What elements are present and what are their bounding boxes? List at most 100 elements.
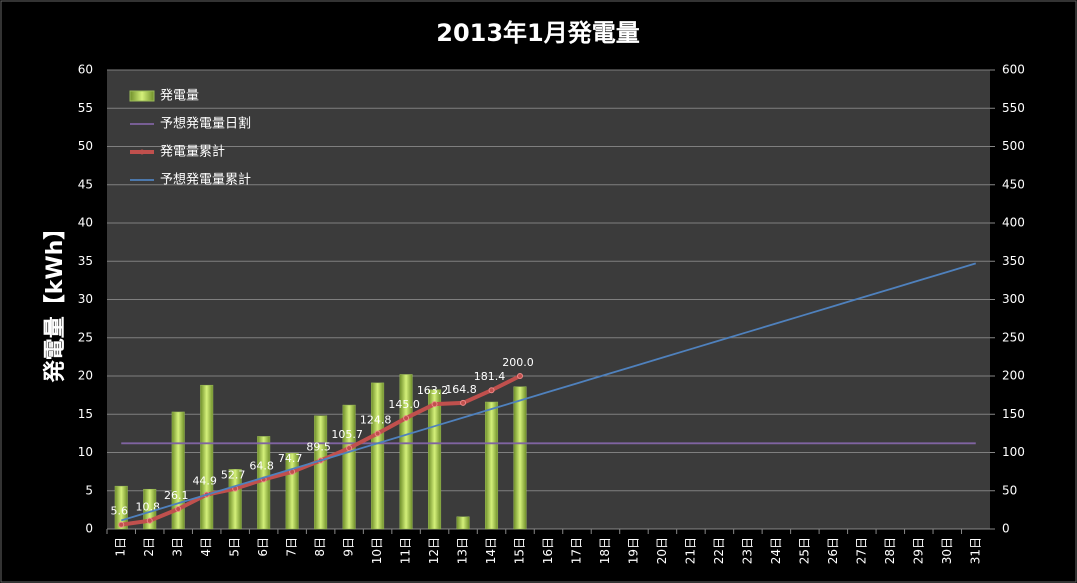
marker: [488, 387, 495, 394]
y2-tick-label: 200: [1002, 369, 1025, 383]
x-tick-label: 10日: [370, 537, 384, 564]
marker: [346, 445, 353, 452]
x-tick-label: 23日: [740, 537, 754, 564]
legend-label: 予想発電量累計: [160, 172, 251, 188]
y2-tick-label: 50: [1002, 483, 1017, 497]
y2-tick-label: 0: [1002, 522, 1010, 536]
marker: [403, 415, 410, 422]
y-tick-label: 10: [78, 445, 93, 459]
x-tick-label: 5日: [228, 537, 242, 557]
y-tick-label: 0: [85, 522, 93, 536]
y-tick-label: 15: [78, 407, 93, 421]
x-tick-label: 22日: [712, 537, 726, 564]
marker: [431, 401, 438, 408]
y-tick-label: 35: [78, 254, 93, 268]
y2-tick-label: 450: [1002, 177, 1025, 191]
x-tick-label: 9日: [342, 537, 356, 557]
x-tick-label: 12日: [427, 537, 441, 564]
marker: [460, 399, 467, 406]
x-tick-label: 17日: [569, 537, 583, 564]
y2-tick-label: 150: [1002, 407, 1025, 421]
y-tick-label: 30: [78, 292, 93, 306]
y-tick-label: 20: [78, 369, 93, 383]
x-tick-label: 18日: [598, 537, 612, 564]
bar: [428, 389, 442, 530]
legend-swatch: [129, 90, 155, 102]
x-tick-label: 19日: [626, 537, 640, 564]
x-tick-label: 28日: [883, 537, 897, 564]
marker: [517, 373, 524, 379]
data-label: 64.8: [249, 459, 274, 472]
x-tick-label: 11日: [399, 537, 413, 564]
legend-label: 発電量累計: [160, 144, 225, 160]
marker: [374, 430, 381, 437]
x-tick-label: 15日: [513, 537, 527, 564]
bar: [228, 469, 242, 530]
y-axis-label: 発電量【kWh】: [43, 218, 68, 384]
data-label: 124.8: [360, 414, 392, 427]
marker: [175, 506, 182, 513]
x-tick-label: 13日: [456, 537, 470, 564]
data-label: 200.0: [502, 356, 534, 369]
y-tick-label: 40: [78, 216, 93, 230]
data-label: 74.7: [278, 452, 303, 465]
y2-tick-label: 100: [1002, 445, 1025, 459]
bar: [171, 411, 185, 530]
x-tick-label: 24日: [769, 537, 783, 564]
data-label: 181.4: [474, 370, 506, 383]
bar: [200, 384, 214, 530]
x-tick-label: 21日: [683, 537, 697, 564]
x-tick-label: 3日: [171, 537, 185, 557]
legend-label: 発電量: [160, 89, 199, 104]
bar: [399, 374, 413, 530]
legend-marker: [139, 149, 145, 155]
y-tick-label: 45: [78, 177, 93, 191]
chart-title: 2013年1月発電量: [436, 19, 640, 47]
y-tick-label: 25: [78, 330, 93, 344]
data-label: 52.7: [221, 469, 246, 482]
y-tick-label: 5: [85, 483, 93, 497]
data-label: 105.7: [331, 428, 363, 441]
x-tick-label: 27日: [854, 537, 868, 564]
x-tick-label: 4日: [199, 537, 213, 557]
y2-tick-label: 500: [1002, 139, 1025, 153]
x-tick-label: 30日: [940, 537, 954, 564]
data-label: 164.8: [445, 383, 477, 396]
bar: [456, 516, 470, 530]
data-label: 163.2: [417, 384, 449, 397]
y2-tick-label: 300: [1002, 292, 1025, 306]
bar: [371, 382, 385, 530]
legend-label: 予想発電量日割: [160, 116, 251, 132]
x-tick-label: 16日: [541, 537, 555, 564]
bar: [513, 386, 527, 530]
y-tick-label: 50: [78, 139, 93, 153]
bar: [485, 401, 499, 530]
bar: [342, 404, 356, 530]
x-tick-label: 14日: [484, 537, 498, 564]
x-tick-label: 31日: [968, 537, 982, 564]
x-tick-label: 7日: [285, 537, 299, 557]
x-tick-label: 8日: [313, 537, 327, 557]
x-tick-label: 2日: [142, 537, 156, 557]
bar: [114, 485, 128, 530]
x-tick-label: 29日: [911, 537, 925, 564]
x-tick-label: 6日: [256, 537, 270, 557]
x-tick-label: 1日: [114, 537, 128, 557]
data-label: 26.1: [164, 489, 189, 502]
y2-tick-label: 250: [1002, 330, 1025, 344]
bar: [314, 415, 328, 530]
y2-tick-label: 550: [1002, 101, 1025, 115]
y-tick-label: 60: [78, 63, 93, 77]
x-tick-label: 26日: [826, 537, 840, 564]
y2-tick-label: 350: [1002, 254, 1025, 268]
y-tick-label: 55: [78, 101, 93, 115]
marker: [146, 517, 153, 524]
line: [120, 262, 977, 522]
x-tick-label: 20日: [655, 537, 669, 564]
data-label: 145.0: [388, 398, 420, 411]
y2-tick-label: 400: [1002, 216, 1025, 230]
data-label: 44.9: [192, 475, 217, 488]
y2-tick-label: 600: [1002, 63, 1025, 77]
marker: [118, 521, 125, 528]
